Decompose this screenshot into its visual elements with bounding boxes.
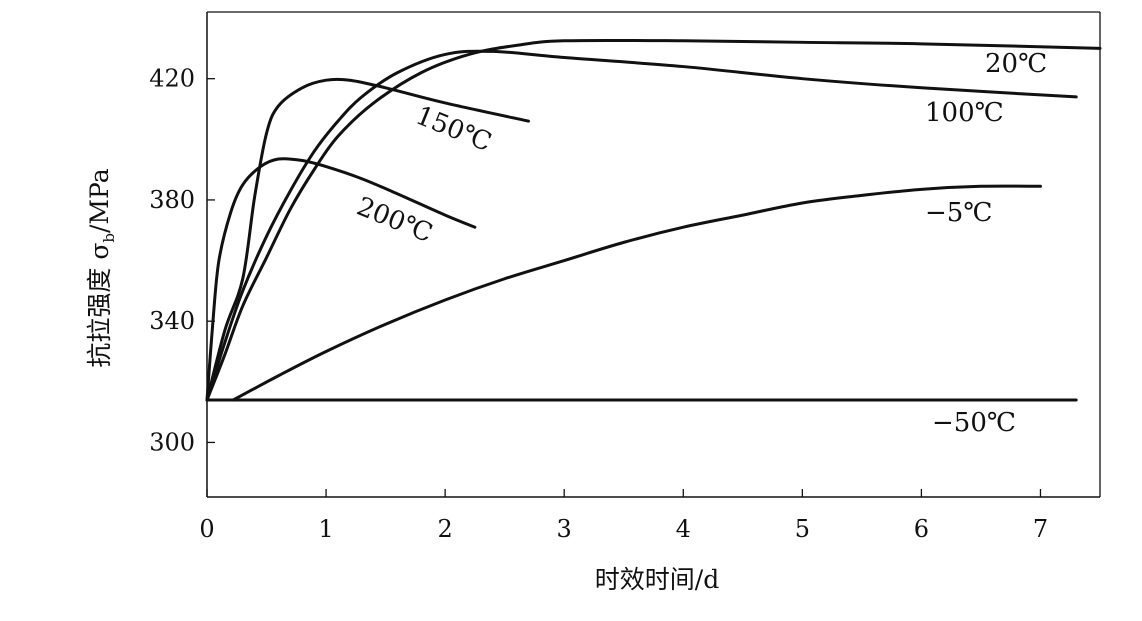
svg-text:抗拉强度 σb/MPa: 抗拉强度 σb/MPa — [85, 168, 118, 367]
axis-ticks: 0 1 2 3 4 5 6 7 300 340 380 420 — [149, 65, 1048, 543]
series-label-minus5c: −5℃ — [925, 198, 992, 228]
x-tick-label: 7 — [1033, 515, 1048, 543]
series-label-20c: 20℃ — [985, 49, 1047, 79]
x-tick-label: 6 — [914, 515, 929, 543]
series-line-2 — [205, 77, 530, 402]
series-label-minus50c: −50℃ — [932, 408, 1016, 438]
series-label-150c: 150℃ — [411, 101, 495, 158]
series-line-4 — [231, 184, 1042, 402]
plot-frame — [206, 11, 1101, 498]
y-tick-label: 420 — [149, 65, 195, 93]
x-tick-label: 2 — [437, 515, 452, 543]
y-axis-title-main: 抗拉强度 σ — [85, 243, 114, 368]
series-line-3 — [205, 157, 477, 402]
x-tick-label: 0 — [199, 515, 214, 543]
series-label-200c: 200℃ — [352, 192, 436, 249]
series-label-100c: 100℃ — [925, 98, 1004, 128]
series-lines — [205, 38, 1102, 402]
y-tick-label: 340 — [149, 307, 195, 335]
x-axis-title: 时效时间/d — [595, 565, 719, 594]
x-tick-label: 1 — [318, 515, 333, 543]
x-tick-label: 5 — [795, 515, 810, 543]
y-tick-label: 380 — [149, 186, 195, 214]
x-tick-label: 4 — [676, 515, 691, 543]
y-axis-title-unit: /MPa — [85, 168, 114, 233]
series-labels: 20℃ 100℃ 150℃ 200℃ −5℃ −50℃ — [352, 49, 1047, 438]
y-axis-title-subscript: b — [100, 233, 118, 243]
series-line-0 — [205, 38, 1102, 402]
y-axis-title: 抗拉强度 σb/MPa — [85, 168, 118, 367]
x-tick-label: 3 — [557, 515, 572, 543]
y-tick-label: 300 — [149, 428, 195, 456]
series-line-1 — [205, 49, 1078, 402]
